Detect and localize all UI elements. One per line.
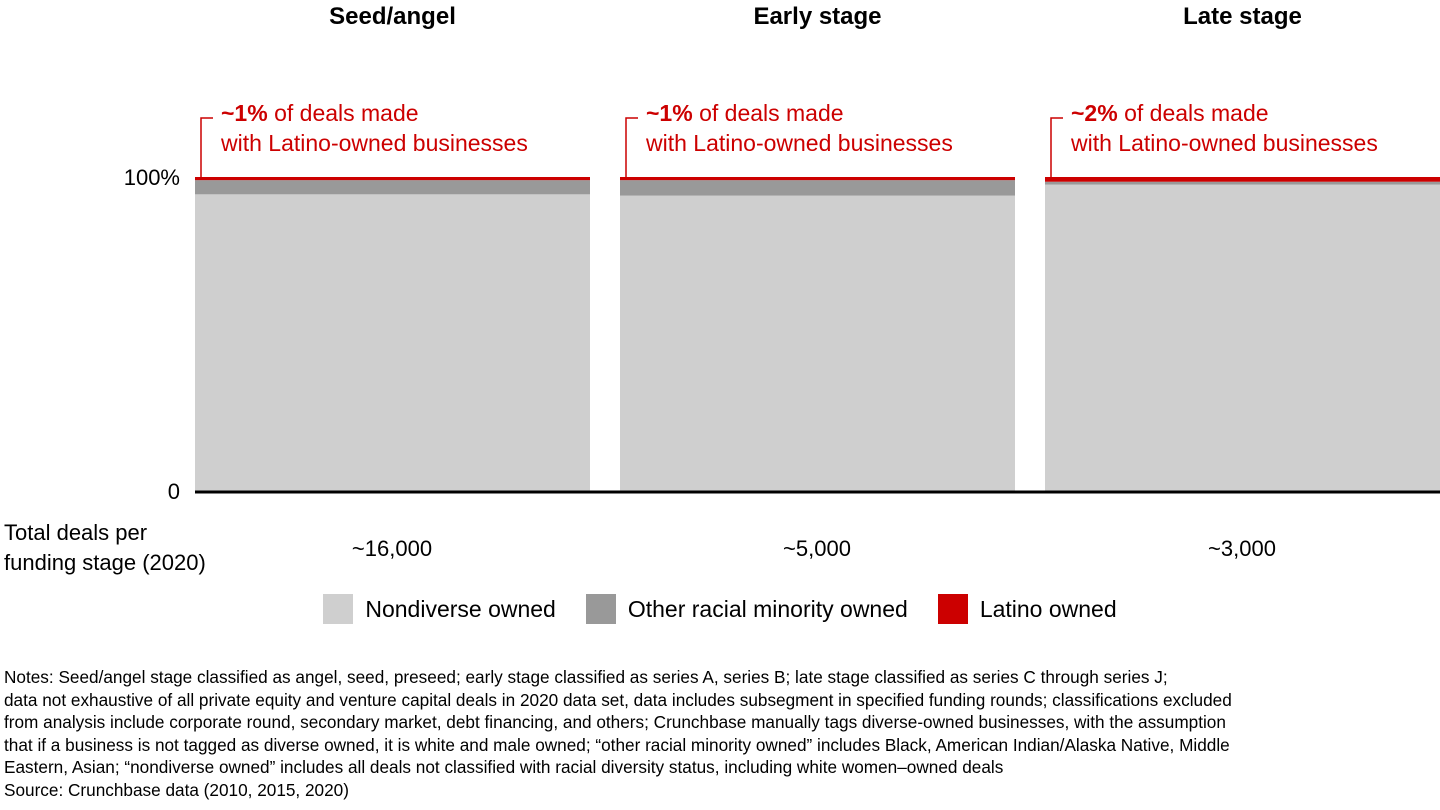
- callout-percent-seed-angel: ~1%: [221, 100, 268, 126]
- legend-label-latino: Latino owned: [979, 595, 1117, 622]
- callout-bracket-seed-angel: [200, 117, 213, 177]
- notes-line: Eastern, Asian; “nondiverse owned” inclu…: [4, 757, 1004, 777]
- bar-late-stage-latino-owned: [1045, 177, 1440, 182]
- callout-bracket-late-stage: [1050, 117, 1063, 177]
- stacked-bar-chart: 100% 0 Seed/angel ~1% of deals made with Lat…: [124, 3, 1440, 504]
- callout-line-1-late-stage: ~2% of deals made: [1071, 100, 1269, 126]
- callout-text-early-stage: of deals made: [693, 100, 844, 126]
- callout-line-2-late-stage: with Latino-owned businesses: [1070, 130, 1378, 156]
- bar-late-stage-other-racial-minority-owned: [1045, 181, 1440, 185]
- callout-line-2-seed-angel: with Latino-owned businesses: [220, 130, 528, 156]
- bar-seed-angel-nondiverse-owned: [195, 194, 590, 492]
- callout-percent-late-stage: ~2%: [1071, 100, 1118, 126]
- total-early-stage: ~5,000: [783, 536, 851, 561]
- source-line: Source: Crunchbase data (2010, 2015, 202…: [4, 779, 349, 800]
- stage-title-seed-angel: Seed/angel: [329, 3, 456, 30]
- callout-text-late-stage: of deals made: [1118, 100, 1269, 126]
- bar-late-stage-nondiverse-owned: [1045, 184, 1440, 492]
- legend-label-other-minority: Other racial minority owned: [627, 595, 908, 622]
- y-tick-0: 0: [168, 479, 180, 504]
- callout-bracket-early-stage: [625, 117, 638, 177]
- legend-item-other-minority: Other racial minority owned: [585, 594, 908, 624]
- callout-line-1-early-stage: ~1% of deals made: [646, 100, 844, 126]
- notes: Notes: Seed/angel stage classified as an…: [4, 666, 1436, 801]
- legend-swatch-latino: [937, 594, 968, 624]
- legend: Nondiverse owned Other racial minority o…: [0, 594, 1440, 624]
- y-tick-100: 100%: [124, 165, 180, 190]
- bar-seed-angel-other-racial-minority-owned: [195, 180, 590, 195]
- totals-row-label: Total deals per funding stage (2020): [4, 518, 206, 578]
- stage-title-late-stage: Late stage: [1183, 3, 1302, 30]
- total-late-stage: ~3,000: [1208, 536, 1276, 561]
- legend-item-latino: Latino owned: [937, 594, 1117, 624]
- callout-line-2-early-stage: with Latino-owned businesses: [645, 130, 953, 156]
- total-seed-angel: ~16,000: [351, 536, 433, 561]
- notes-line: from analysis include corporate round, s…: [4, 712, 1226, 732]
- bar-early-stage-other-racial-minority-owned: [620, 180, 1015, 196]
- stage-title-early-stage: Early stage: [753, 3, 881, 30]
- totals-label-line-2: funding stage (2020): [4, 550, 206, 575]
- legend-swatch-nondiverse: [323, 594, 354, 624]
- notes-line: that if a business is not tagged as dive…: [4, 734, 1230, 755]
- notes-line: data not exhaustive of all private equit…: [4, 689, 1232, 710]
- legend-label-nondiverse: Nondiverse owned: [365, 595, 556, 622]
- bar-early-stage-nondiverse-owned: [620, 195, 1015, 492]
- callout-line-1-seed-angel: ~1% of deals made: [221, 100, 419, 126]
- bar-seed-angel-latino-owned: [195, 177, 590, 181]
- callout-text-seed-angel: of deals made: [268, 100, 419, 126]
- legend-swatch-other-minority: [585, 594, 616, 624]
- callout-percent-early-stage: ~1%: [646, 100, 693, 126]
- totals-label-line-1: Total deals per: [4, 520, 148, 545]
- notes-line: Notes: Seed/angel stage classified as an…: [4, 667, 1168, 687]
- legend-item-nondiverse: Nondiverse owned: [323, 594, 556, 624]
- bar-early-stage-latino-owned: [620, 177, 1015, 181]
